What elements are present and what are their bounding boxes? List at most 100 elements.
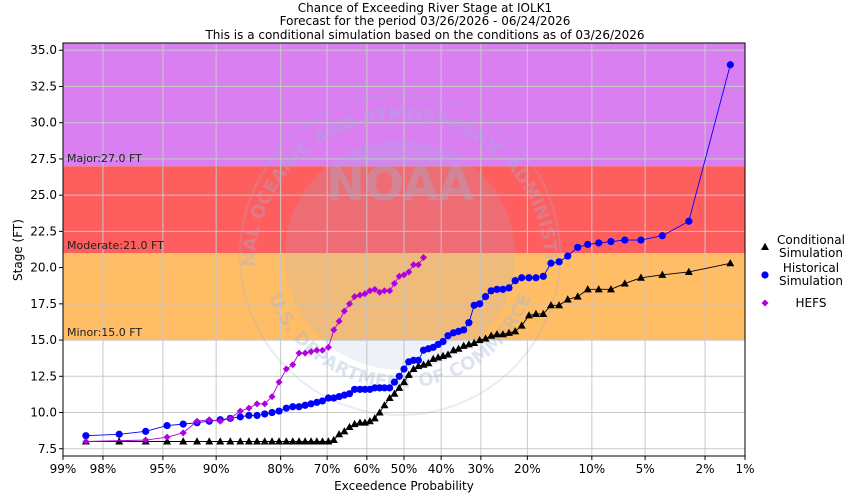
data-point-conditional-simulation [318,437,327,445]
y-tick-label: 12.5 [30,369,57,383]
data-point-conditional-simulation [620,279,629,287]
legend-label-conditional-simulation: Conditional [777,233,845,247]
data-point-conditional-simulation [563,295,572,303]
data-point-conditional-simulation [307,437,316,445]
data-point-historical-simulation [253,411,261,420]
data-point-conditional-simulation [385,393,394,402]
data-point-historical-simulation [301,401,309,409]
data-point-hefs [163,433,171,441]
data-point-conditional-simulation [268,437,277,445]
legend-label-conditional-simulation: Simulation [779,246,843,260]
data-point-conditional-simulation [658,270,667,278]
x-tick-label: 98% [90,462,117,476]
data-point-hefs [307,348,315,356]
band-label-moderate: Moderate:21.0 FT [67,239,164,252]
y-tick-label: 15.0 [30,333,57,347]
data-point-hefs [318,346,326,354]
x-tick-label: 5% [636,462,655,476]
legend-marker-conditional-simulation [761,242,769,250]
legend-label-historical-simulation: Historical [783,261,839,275]
x-tick-label: 80% [267,462,294,476]
data-point-hefs [390,280,398,288]
data-point-conditional-simulation [594,285,603,293]
x-tick-label: 95% [150,462,177,476]
y-tick-label: 22.5 [30,224,57,238]
data-point-conditional-simulation [404,370,413,378]
data-point-conditional-simulation [481,334,490,342]
legend-marker-historical-simulation [761,271,769,279]
data-point-hefs [245,404,253,412]
data-point-historical-simulation [493,285,501,293]
data-point-conditional-simulation [395,383,404,391]
series-historical-simulation [82,61,734,440]
data-point-hefs [253,400,261,408]
x-axis-ticks: 99% 98% 95% 90% 80% 70% 60% 50% 40% 30% 20% 10% 5% 2%… [50,456,755,476]
data-point-hefs [330,326,338,334]
x-tick-label: 99% [50,462,77,476]
data-point-historical-simulation [525,274,533,282]
x-axis-label: Exceedence Probability [334,479,474,493]
data-point-conditional-simulation [216,437,225,445]
data-point-historical-simulation [390,378,399,386]
y-tick-label: 7.5 [38,442,57,456]
data-point-hefs [410,261,418,269]
data-point-conditional-simulation [539,309,548,317]
data-point-historical-simulation [518,274,526,282]
data-point-historical-simulation [726,61,734,69]
data-point-hefs [82,438,90,446]
data-point-hefs [345,300,353,308]
data-point-conditional-simulation [470,338,479,346]
legend-item-hefs: HEFS [761,296,827,310]
data-point-conditional-simulation [205,437,214,445]
data-point-historical-simulation [236,413,244,421]
plot-area: NOAA NATIONAL OCEANIC AND ATMOSPHERIC AD… [0,0,746,457]
data-point-historical-simulation [380,384,389,392]
data-point-historical-simulation [318,397,327,405]
data-point-hefs [193,417,201,425]
data-point-conditional-simulation [282,437,291,445]
data-point-conditional-simulation [370,414,379,422]
data-point-hefs [275,378,283,386]
x-tick-label: 20% [514,462,541,476]
x-tick-label: 1% [735,462,754,476]
data-point-historical-simulation [115,430,123,438]
data-point-historical-simulation [324,394,332,402]
data-point-conditional-simulation [524,311,533,319]
series-conditional-simulation [81,259,735,445]
data-point-historical-simulation [275,407,283,415]
data-point-conditional-simulation [244,437,253,445]
data-point-conditional-simulation [573,292,582,300]
data-point-conditional-simulation [726,259,735,267]
x-tick-label: 50% [391,462,418,476]
data-point-hefs [179,429,187,437]
data-point-conditional-simulation [583,285,592,293]
data-point-historical-simulation [245,411,253,420]
y-tick-label: 27.5 [30,152,57,166]
data-point-hefs [205,416,213,424]
data-point-historical-simulation [414,356,422,364]
data-point-historical-simulation [499,285,507,293]
data-point-conditional-simulation [531,309,540,317]
data-point-historical-simulation [574,243,582,251]
data-point-historical-simulation [658,232,666,240]
x-tick-label: 40% [428,462,455,476]
data-point-historical-simulation [487,287,495,295]
data-point-hefs [335,317,343,325]
legend-label-hefs: HEFS [796,296,827,310]
data-point-historical-simulation [261,410,269,418]
data-point-conditional-simulation [444,350,453,358]
y-tick-label: 10.0 [30,406,57,420]
data-point-conditional-simulation [193,437,202,445]
data-point-conditional-simulation [329,435,338,444]
data-point-conditional-simulation [179,437,188,445]
data-point-hefs [351,293,359,301]
data-point-conditional-simulation [475,335,484,344]
data-point-hefs [301,349,309,357]
data-point-historical-simulation [607,237,615,246]
data-point-hefs [400,271,408,279]
data-point-hefs [380,287,388,295]
data-point-historical-simulation [313,398,321,406]
y-tick-label: 35.0 [30,43,57,57]
